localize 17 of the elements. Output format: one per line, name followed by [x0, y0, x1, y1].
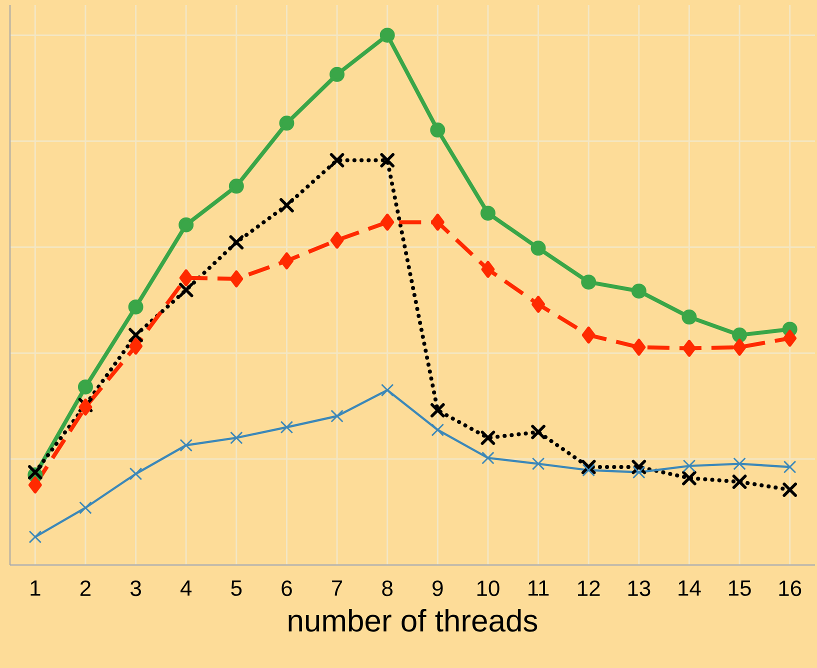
x-tick-label: 9: [432, 580, 443, 596]
x-tick-label: 11: [528, 580, 549, 596]
x-tick-label: 15: [728, 580, 751, 596]
x-tick-label: 4: [180, 580, 192, 596]
x-tick-label: 6: [282, 580, 292, 596]
x-tick-label: 10: [477, 580, 500, 596]
x-tick-label: 12: [578, 580, 600, 596]
x-tick-label: 13: [628, 580, 650, 596]
x-tick-label: 1: [30, 580, 40, 596]
x-tick-label: 16: [779, 580, 802, 596]
x-tick-label: 3: [130, 580, 141, 596]
x-tick-label: 5: [231, 580, 242, 596]
x-tick-label: 8: [382, 580, 393, 596]
x-axis-title: number of threads: [288, 608, 538, 632]
x-tick-label: 7: [332, 580, 342, 596]
x-tick-label: 2: [80, 580, 90, 596]
x-tick-label: 14: [678, 580, 701, 596]
